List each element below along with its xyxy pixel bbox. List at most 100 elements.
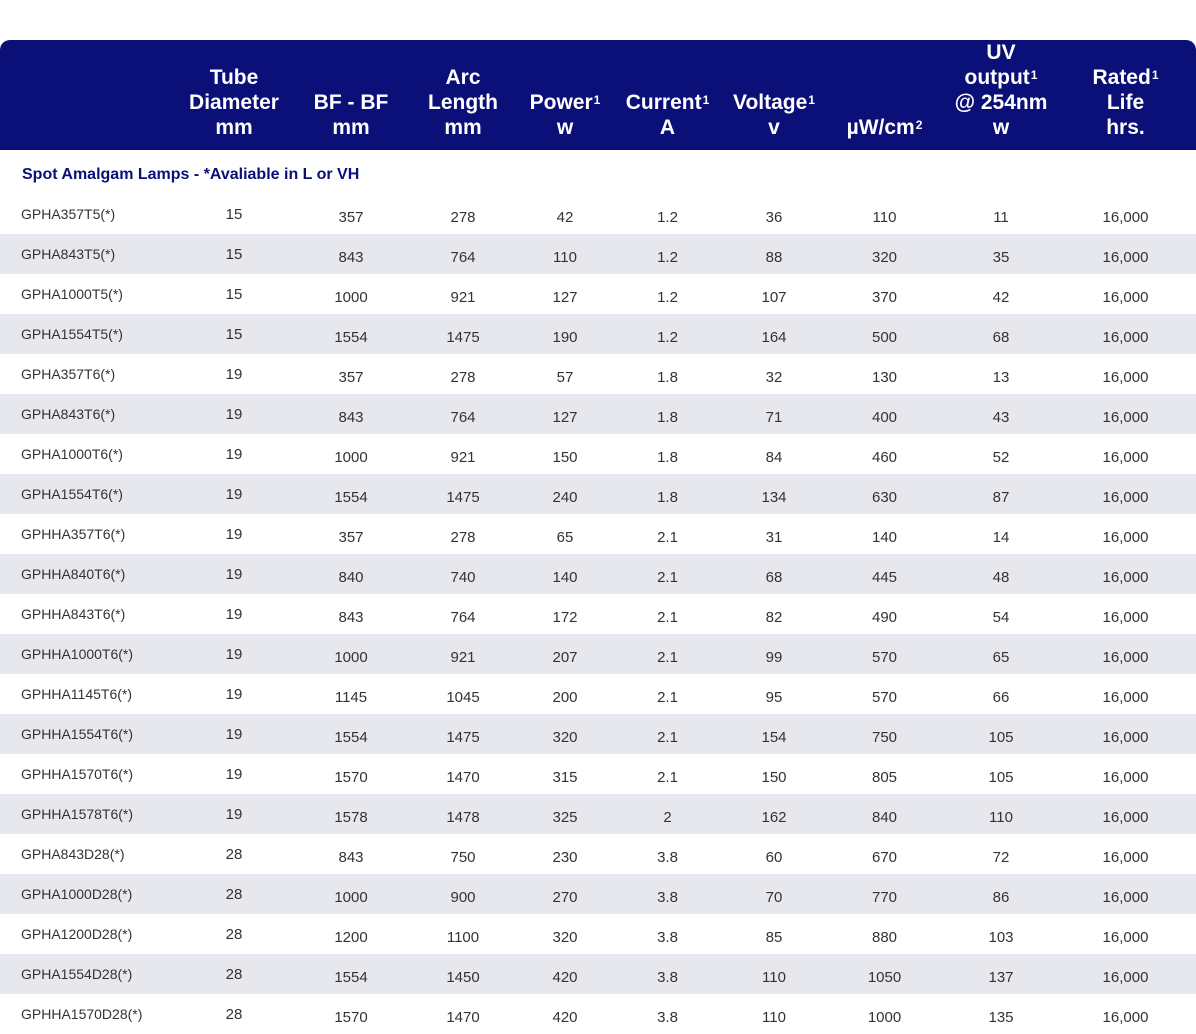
cell-model: GPHA843T5(*) bbox=[21, 246, 116, 262]
cell-rated-life: 16,000 bbox=[1102, 728, 1149, 746]
cell-model: GPHA1000T6(*) bbox=[21, 446, 123, 462]
header-irradiance: µW/cm2 bbox=[822, 40, 947, 150]
header-rated-life-label: Rated bbox=[1092, 66, 1151, 89]
cell-current: 2.1 bbox=[657, 728, 678, 746]
cell-bf-bf: 843 bbox=[338, 608, 364, 626]
cell-arc-length: 1450 bbox=[446, 968, 480, 986]
header-current-footnote: 1 bbox=[702, 93, 710, 107]
cell-bf-bf: 843 bbox=[338, 848, 364, 866]
header-model bbox=[0, 40, 171, 150]
cell-irradiance: 750 bbox=[871, 728, 898, 746]
cell-uv-output: 42 bbox=[992, 288, 1010, 306]
header-rated-life-unit: hrs. bbox=[1106, 116, 1145, 139]
cell-power: 200 bbox=[552, 688, 578, 706]
cell-model: GPHHA843T6(*) bbox=[21, 606, 126, 622]
cell-rated-life: 16,000 bbox=[1102, 488, 1149, 506]
cell-rated-life: 16,000 bbox=[1102, 1008, 1149, 1026]
cell-bf-bf: 1554 bbox=[334, 968, 368, 986]
cell-power: 240 bbox=[552, 488, 578, 506]
cell-power: 57 bbox=[556, 368, 574, 386]
cell-arc-length: 1470 bbox=[446, 1008, 480, 1026]
cell-bf-bf: 1570 bbox=[334, 768, 368, 786]
cell-model: GPHHA357T6(*) bbox=[21, 526, 126, 542]
cell-current: 2.1 bbox=[657, 688, 678, 706]
header-power-footnote: 1 bbox=[593, 93, 601, 107]
header-voltage: Voltage1 v bbox=[726, 40, 822, 150]
cell-model: GPHA1000D28(*) bbox=[21, 886, 133, 902]
cell-irradiance: 320 bbox=[871, 248, 898, 266]
header-arc-length-unit: mm bbox=[444, 116, 482, 139]
cell-power: 190 bbox=[552, 328, 578, 346]
cell-irradiance: 500 bbox=[871, 328, 898, 346]
table-row: GPHHA1570D28(*) 28 1570 1470 420 3.8 110 1000 13… bbox=[0, 994, 1196, 1034]
header-tube-diameter-line2: Diameter bbox=[189, 91, 279, 114]
cell-current: 2.1 bbox=[657, 648, 678, 666]
cell-rated-life: 16,000 bbox=[1102, 448, 1149, 466]
table-header: Tube Diameter mm BF - BF mm Arc Length m… bbox=[0, 40, 1196, 194]
cell-irradiance: 570 bbox=[871, 688, 898, 706]
cell-model: GPHHA1000T6(*) bbox=[21, 646, 134, 662]
table-row: GPHA843T5(*) 15 843 764 110 1.2 88 320 35 16,000 bbox=[0, 234, 1196, 274]
table-row: GPHA357T5(*) 15 357 278 42 1.2 36 110 11 16,000 bbox=[0, 194, 1196, 234]
cell-bf-bf: 1000 bbox=[334, 448, 368, 466]
table-row: GPHA1000D28(*) 28 1000 900 270 3.8 70 770 86 16,0… bbox=[0, 874, 1196, 914]
cell-uv-output: 87 bbox=[992, 488, 1010, 506]
cell-uv-output: 86 bbox=[992, 888, 1010, 906]
cell-rated-life: 16,000 bbox=[1102, 248, 1149, 266]
table-row: GPHA1554T5(*) 15 1554 1475 190 1.2 164 500 68 16,… bbox=[0, 314, 1196, 354]
cell-power: 230 bbox=[552, 848, 578, 866]
cell-model: GPHA1554D28(*) bbox=[21, 966, 133, 982]
cell-voltage: 88 bbox=[765, 248, 783, 266]
cell-model: GPHA843T6(*) bbox=[21, 406, 116, 422]
cell-voltage: 99 bbox=[765, 648, 783, 666]
cell-bf-bf: 843 bbox=[338, 408, 364, 426]
cell-model: GPHA843D28(*) bbox=[21, 846, 125, 862]
cell-tube-diameter: 19 bbox=[225, 725, 243, 743]
header-irradiance-exponent: 2 bbox=[915, 118, 923, 132]
cell-arc-length: 1100 bbox=[446, 928, 480, 946]
table-row: GPHA843D28(*) 28 843 750 230 3.8 60 670 72 16,000 bbox=[0, 834, 1196, 874]
table-row: GPHA1000T5(*) 15 1000 921 127 1.2 107 370 42 16,0… bbox=[0, 274, 1196, 314]
cell-irradiance: 880 bbox=[871, 928, 898, 946]
header-current: Current1 A bbox=[609, 40, 726, 150]
table-row: GPHA357T6(*) 19 357 278 57 1.8 32 130 13 16,000 bbox=[0, 354, 1196, 394]
cell-voltage: 134 bbox=[761, 488, 787, 506]
cell-tube-diameter: 19 bbox=[225, 805, 243, 823]
header-tube-diameter: Tube Diameter mm bbox=[171, 40, 297, 150]
cell-voltage: 85 bbox=[765, 928, 783, 946]
header-uv-output-wavelength: @ 254nm bbox=[954, 91, 1048, 114]
cell-bf-bf: 357 bbox=[338, 208, 364, 226]
cell-bf-bf: 357 bbox=[338, 368, 364, 386]
cell-tube-diameter: 28 bbox=[225, 885, 243, 903]
cell-uv-output: 43 bbox=[992, 408, 1010, 426]
cell-irradiance: 400 bbox=[871, 408, 898, 426]
cell-voltage: 107 bbox=[761, 288, 787, 306]
cell-current: 1.8 bbox=[657, 488, 678, 506]
table-row: GPHA1554D28(*) 28 1554 1450 420 3.8 110 1050 137… bbox=[0, 954, 1196, 994]
table-row: GPHA1554T6(*) 19 1554 1475 240 1.8 134 630 87 16,… bbox=[0, 474, 1196, 514]
header-power: Power1 w bbox=[521, 40, 609, 150]
header-uv-output-label: UV output bbox=[964, 41, 1030, 89]
cell-irradiance: 570 bbox=[871, 648, 898, 666]
cell-model: GPHA1000T5(*) bbox=[21, 286, 123, 302]
cell-rated-life: 16,000 bbox=[1102, 608, 1149, 626]
cell-uv-output: 135 bbox=[988, 1008, 1014, 1026]
cell-arc-length: 764 bbox=[450, 608, 476, 626]
cell-voltage: 164 bbox=[761, 328, 787, 346]
cell-model: GPHHA1145T6(*) bbox=[21, 686, 133, 702]
cell-arc-length: 1478 bbox=[446, 808, 480, 826]
header-arc-length-line1: Arc bbox=[445, 66, 481, 89]
cell-bf-bf: 1200 bbox=[334, 928, 368, 946]
header-power-label: Power bbox=[529, 91, 593, 114]
section-row: Spot Amalgam Lamps - *Avaliable in L or … bbox=[0, 150, 1196, 194]
cell-voltage: 154 bbox=[761, 728, 787, 746]
cell-current: 1.2 bbox=[657, 248, 678, 266]
cell-uv-output: 105 bbox=[988, 728, 1014, 746]
table-row: GPHA843T6(*) 19 843 764 127 1.8 71 400 43 16,000 bbox=[0, 394, 1196, 434]
table-body: GPHA357T5(*) 15 357 278 42 1.2 36 110 11 16,000 GP… bbox=[0, 194, 1196, 1034]
cell-irradiance: 110 bbox=[872, 208, 897, 226]
cell-power: 207 bbox=[552, 648, 578, 666]
cell-tube-diameter: 19 bbox=[225, 765, 243, 783]
header-voltage-label: Voltage bbox=[733, 91, 808, 114]
cell-arc-length: 1475 bbox=[446, 328, 480, 346]
